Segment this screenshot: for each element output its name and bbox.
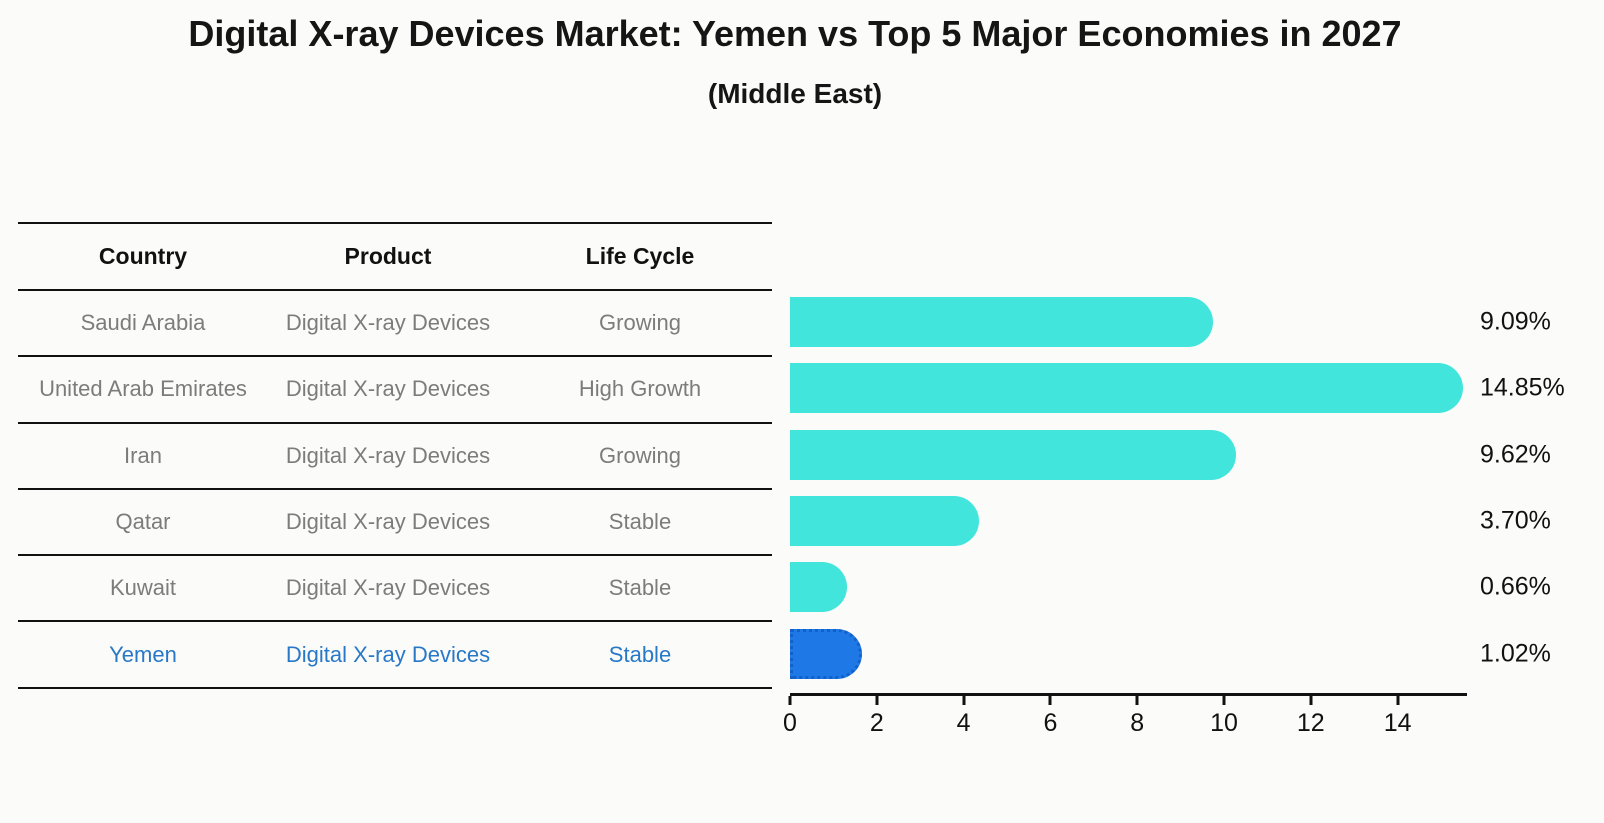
bar-qatar bbox=[790, 496, 979, 547]
cell-product: Digital X-ray Devices bbox=[285, 641, 491, 667]
cell-life-cycle: Stable bbox=[608, 509, 672, 535]
cell-life-cycle: Stable bbox=[608, 641, 672, 667]
cell-country: Iran bbox=[124, 442, 162, 468]
table-row-kuwait: Kuwait Digital X-ray Devices Stable bbox=[18, 556, 772, 623]
table-body: Saudi Arabia Digital X-ray Devices Growing… bbox=[18, 291, 772, 689]
x-tick-label-12: 12 bbox=[1296, 709, 1325, 737]
x-tick-mark-12 bbox=[1309, 696, 1313, 705]
cell-product: Digital X-ray Devices bbox=[285, 376, 491, 402]
cell-product: Digital X-ray Devices bbox=[285, 310, 491, 336]
cell-country: Qatar bbox=[115, 509, 171, 535]
cell-life-cycle: Growing bbox=[599, 310, 681, 336]
value-label-yemen: 1.02% bbox=[1480, 639, 1551, 668]
x-tick-label-6: 6 bbox=[1043, 709, 1058, 737]
x-tick-label-4: 4 bbox=[956, 709, 971, 737]
chart-subtitle: (Middle East) bbox=[707, 78, 883, 109]
cell-country: Yemen bbox=[109, 641, 177, 667]
x-axis-line bbox=[790, 693, 1468, 696]
cell-life-cycle: High Growth bbox=[578, 376, 702, 402]
value-label-united-arab-emirates: 14.85% bbox=[1480, 373, 1565, 402]
value-label-qatar: 3.70% bbox=[1480, 506, 1551, 535]
table-row-united-arab-emirates: United Arab Emirates Digital X-ray Device… bbox=[18, 357, 772, 424]
bar-saudi-arabia bbox=[790, 297, 1213, 348]
table-row-saudi-arabia: Saudi Arabia Digital X-ray Devices Growing bbox=[18, 291, 772, 358]
table-row-qatar: Qatar Digital X-ray Devices Stable bbox=[18, 490, 772, 557]
country-table: Country Product Life Cycle Saudi Arabia D… bbox=[18, 222, 772, 689]
table-row-yemen: Yemen Digital X-ray Devices Stable bbox=[18, 622, 772, 689]
table-header-row: Country Product Life Cycle bbox=[18, 224, 772, 291]
value-label-kuwait: 0.66% bbox=[1480, 572, 1551, 601]
x-tick-label-0: 0 bbox=[783, 709, 797, 737]
bar-united-arab-emirates bbox=[790, 363, 1463, 414]
x-tick-mark-2 bbox=[875, 696, 879, 705]
x-tick-label-2: 2 bbox=[869, 709, 884, 737]
cell-country: Saudi Arabia bbox=[80, 310, 206, 336]
table-row-iran: Iran Digital X-ray Devices Growing bbox=[18, 424, 772, 490]
x-tick-mark-10 bbox=[1222, 696, 1226, 705]
x-tick-mark-6 bbox=[1048, 696, 1052, 705]
value-label-iran: 9.62% bbox=[1480, 440, 1551, 469]
column-header-country: Country bbox=[98, 243, 188, 269]
cell-life-cycle: Growing bbox=[599, 442, 681, 468]
chart-title: Digital X-ray Devices Market: Yemen vs T… bbox=[188, 13, 1402, 54]
cell-product: Digital X-ray Devices bbox=[285, 575, 491, 601]
bar-yemen bbox=[790, 628, 863, 679]
column-header-life-cycle: Life Cycle bbox=[585, 243, 695, 269]
x-tick-mark-14 bbox=[1396, 696, 1400, 705]
cell-product: Digital X-ray Devices bbox=[285, 509, 491, 535]
x-tick-label-14: 14 bbox=[1383, 709, 1412, 737]
x-tick-mark-0 bbox=[788, 696, 792, 705]
cell-country: Kuwait bbox=[109, 575, 177, 601]
cell-product: Digital X-ray Devices bbox=[285, 442, 491, 468]
bar-kuwait bbox=[790, 562, 847, 613]
x-tick-label-10: 10 bbox=[1210, 709, 1238, 737]
x-tick-label-8: 8 bbox=[1130, 709, 1145, 737]
column-header-product: Product bbox=[344, 243, 432, 269]
x-tick-mark-8 bbox=[1135, 696, 1139, 705]
cell-life-cycle: Stable bbox=[608, 575, 672, 601]
value-label-saudi-arabia: 9.09% bbox=[1480, 307, 1551, 336]
x-tick-mark-4 bbox=[962, 696, 966, 705]
cell-country: United Arab Emirates bbox=[39, 376, 247, 402]
bar-iran bbox=[790, 429, 1236, 480]
